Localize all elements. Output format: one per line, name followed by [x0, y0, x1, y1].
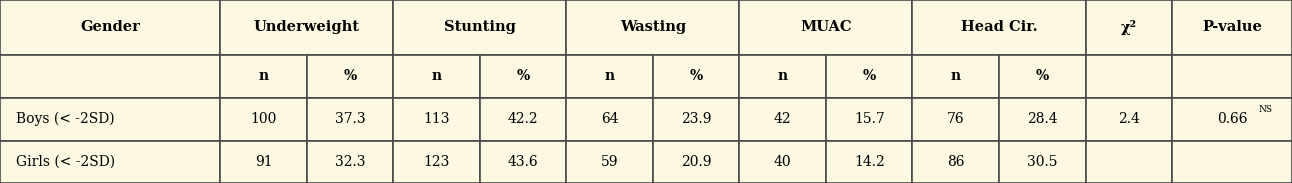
- Bar: [0, 98, 221, 141]
- Text: 14.2: 14.2: [854, 155, 885, 169]
- Bar: [999, 141, 1085, 183]
- Text: 91: 91: [255, 155, 273, 169]
- Text: 20.9: 20.9: [681, 155, 712, 169]
- Text: NS: NS: [1258, 105, 1273, 114]
- Text: %: %: [690, 70, 703, 83]
- Bar: [566, 0, 739, 55]
- Text: n: n: [951, 70, 961, 83]
- Bar: [826, 55, 912, 98]
- Bar: [999, 98, 1085, 141]
- Bar: [739, 55, 826, 98]
- Text: 76: 76: [947, 112, 965, 126]
- Bar: [0, 55, 221, 98]
- Bar: [479, 55, 566, 98]
- Text: 0.66: 0.66: [1217, 112, 1247, 126]
- Bar: [1085, 0, 1172, 55]
- Text: 15.7: 15.7: [854, 112, 885, 126]
- Text: MUAC: MUAC: [800, 20, 851, 34]
- Text: %: %: [517, 70, 530, 83]
- Text: 86: 86: [947, 155, 965, 169]
- Bar: [1172, 141, 1292, 183]
- Text: %: %: [1036, 70, 1049, 83]
- Text: n: n: [432, 70, 442, 83]
- Text: P-value: P-value: [1202, 20, 1262, 34]
- Bar: [394, 98, 479, 141]
- Text: 64: 64: [601, 112, 619, 126]
- Text: 28.4: 28.4: [1027, 112, 1058, 126]
- Text: 42: 42: [774, 112, 792, 126]
- Text: n: n: [778, 70, 788, 83]
- Bar: [652, 55, 739, 98]
- Text: 42.2: 42.2: [508, 112, 539, 126]
- Text: 2.4: 2.4: [1118, 112, 1140, 126]
- Text: 43.6: 43.6: [508, 155, 539, 169]
- Text: Head Cir.: Head Cir.: [961, 20, 1037, 34]
- Bar: [1172, 55, 1292, 98]
- Bar: [739, 0, 912, 55]
- Text: 30.5: 30.5: [1027, 155, 1057, 169]
- Bar: [307, 141, 394, 183]
- Text: Stunting: Stunting: [444, 20, 516, 34]
- Bar: [566, 141, 652, 183]
- Bar: [566, 55, 652, 98]
- Bar: [221, 141, 307, 183]
- Bar: [0, 0, 221, 55]
- Bar: [739, 98, 826, 141]
- Bar: [221, 55, 307, 98]
- Text: Boys (< -2SD): Boys (< -2SD): [16, 112, 114, 126]
- Text: %: %: [863, 70, 876, 83]
- Bar: [652, 141, 739, 183]
- Text: n: n: [258, 70, 269, 83]
- Bar: [826, 98, 912, 141]
- Bar: [307, 98, 394, 141]
- Text: 59: 59: [601, 155, 619, 169]
- Bar: [999, 55, 1085, 98]
- Text: 37.3: 37.3: [335, 112, 366, 126]
- Bar: [652, 98, 739, 141]
- Bar: [912, 98, 999, 141]
- Bar: [1085, 98, 1172, 141]
- Text: 23.9: 23.9: [681, 112, 712, 126]
- Bar: [912, 55, 999, 98]
- Text: Gender: Gender: [80, 20, 140, 34]
- Bar: [1085, 55, 1172, 98]
- Text: %: %: [344, 70, 357, 83]
- Text: Wasting: Wasting: [620, 20, 686, 34]
- Bar: [566, 98, 652, 141]
- Text: Underweight: Underweight: [255, 20, 360, 34]
- Bar: [479, 141, 566, 183]
- Text: 100: 100: [251, 112, 276, 126]
- Text: χ²: χ²: [1120, 20, 1137, 35]
- Bar: [1172, 98, 1292, 141]
- Bar: [307, 55, 394, 98]
- Bar: [1085, 141, 1172, 183]
- Bar: [826, 141, 912, 183]
- Text: 113: 113: [424, 112, 450, 126]
- Bar: [394, 0, 566, 55]
- Bar: [739, 141, 826, 183]
- Bar: [0, 141, 221, 183]
- Bar: [394, 141, 479, 183]
- Bar: [479, 98, 566, 141]
- Bar: [221, 0, 394, 55]
- Bar: [912, 141, 999, 183]
- Bar: [1172, 0, 1292, 55]
- Text: Girls (< -2SD): Girls (< -2SD): [16, 155, 115, 169]
- Text: 40: 40: [774, 155, 792, 169]
- Text: n: n: [605, 70, 615, 83]
- Bar: [912, 0, 1085, 55]
- Text: 123: 123: [424, 155, 450, 169]
- Bar: [221, 98, 307, 141]
- Text: 32.3: 32.3: [335, 155, 366, 169]
- Bar: [394, 55, 479, 98]
